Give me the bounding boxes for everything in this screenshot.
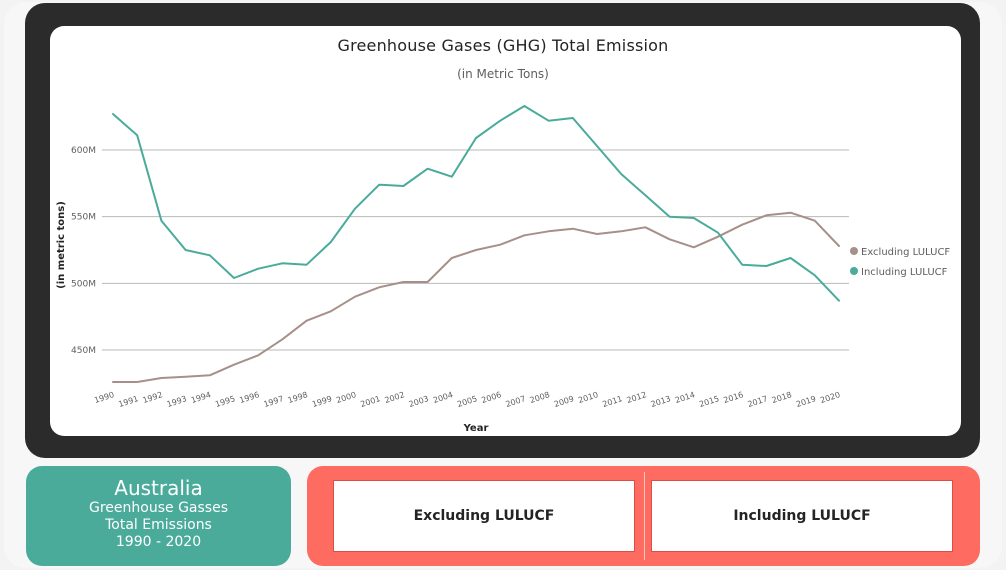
- chart-card: [50, 26, 961, 436]
- x-tick-label: 2016: [722, 390, 744, 405]
- legend-marker: [850, 247, 858, 255]
- x-tick-label: 2007: [505, 394, 527, 409]
- x-axis-ticks: 1990 1991 1992 1993 1994 1995 1996 1997 1998 1999…: [93, 390, 841, 409]
- series-line-including-lulucf: [112, 105, 840, 302]
- y-axis-label: (in metric tons): [56, 201, 67, 289]
- y-tick-label: 450M: [71, 346, 96, 356]
- excluding-lulucf-button[interactable]: Excluding LULUCF: [333, 480, 635, 552]
- x-tick-label: 2004: [432, 390, 454, 405]
- series-line-excluding-lulucf: [112, 211, 840, 383]
- x-tick-label: 1997: [263, 394, 285, 409]
- x-tick-label: 2018: [771, 390, 793, 405]
- y-tick-label: 500M: [71, 279, 96, 289]
- x-tick-label: 2008: [529, 390, 551, 405]
- legend-entry[interactable]: Including LULUCF: [861, 267, 948, 278]
- chart-title: Greenhouse Gases (GHG) Total Emission: [337, 36, 669, 55]
- gridlines: [102, 149, 849, 351]
- chart-subtitle: (in Metric Tons): [457, 67, 549, 81]
- x-tick-label: 2019: [795, 394, 817, 409]
- x-tick-label: 1996: [238, 390, 260, 405]
- x-tick-label: 2010: [577, 390, 599, 405]
- x-tick-label: 1999: [311, 394, 333, 409]
- summary-line-2: Total Emissions: [105, 517, 212, 533]
- x-tick-label: 1995: [214, 394, 236, 409]
- legend: Excluding LULUCF Including LULUCF: [850, 247, 950, 278]
- x-tick-label: 1993: [166, 394, 188, 409]
- summary-country: Australia: [114, 476, 203, 500]
- x-tick-label: 2014: [674, 390, 696, 405]
- y-tick-label: 550M: [71, 213, 96, 223]
- series-lines: [112, 105, 840, 383]
- x-tick-label: 1990: [93, 390, 115, 405]
- x-tick-label: 2000: [335, 390, 357, 405]
- x-tick-label: 2003: [408, 394, 430, 409]
- x-tick-label: 2006: [480, 390, 502, 405]
- x-tick-label: 1991: [117, 394, 139, 409]
- x-tick-label: 2013: [650, 394, 672, 409]
- summary-card: Australia Greenhouse Gasses Total Emissi…: [26, 466, 291, 566]
- x-tick-label: 2001: [359, 394, 381, 409]
- x-tick-label: 2002: [384, 390, 406, 405]
- including-lulucf-button[interactable]: Including LULUCF: [651, 480, 953, 552]
- x-tick-label: 2015: [698, 394, 720, 409]
- x-axis-label: Year: [463, 423, 489, 434]
- y-axis-ticks: 450M 500M 550M 600M: [71, 146, 96, 356]
- x-tick-label: 2011: [601, 394, 623, 409]
- legend-marker: [850, 267, 858, 275]
- summary-line-1: Greenhouse Gasses: [89, 500, 228, 516]
- x-tick-label: 1998: [287, 390, 309, 405]
- x-tick-label: 1992: [142, 390, 164, 405]
- button-divider: [644, 472, 645, 560]
- x-tick-label: 2012: [626, 390, 648, 405]
- x-tick-label: 2020: [819, 390, 841, 405]
- x-tick-label: 2005: [456, 394, 478, 409]
- x-tick-label: 2009: [553, 394, 575, 409]
- summary-line-3: 1990 - 2020: [115, 534, 202, 550]
- x-tick-label: 1994: [190, 390, 212, 405]
- legend-entry[interactable]: Excluding LULUCF: [861, 247, 950, 258]
- x-tick-label: 2017: [747, 394, 769, 409]
- y-tick-label: 600M: [71, 146, 96, 156]
